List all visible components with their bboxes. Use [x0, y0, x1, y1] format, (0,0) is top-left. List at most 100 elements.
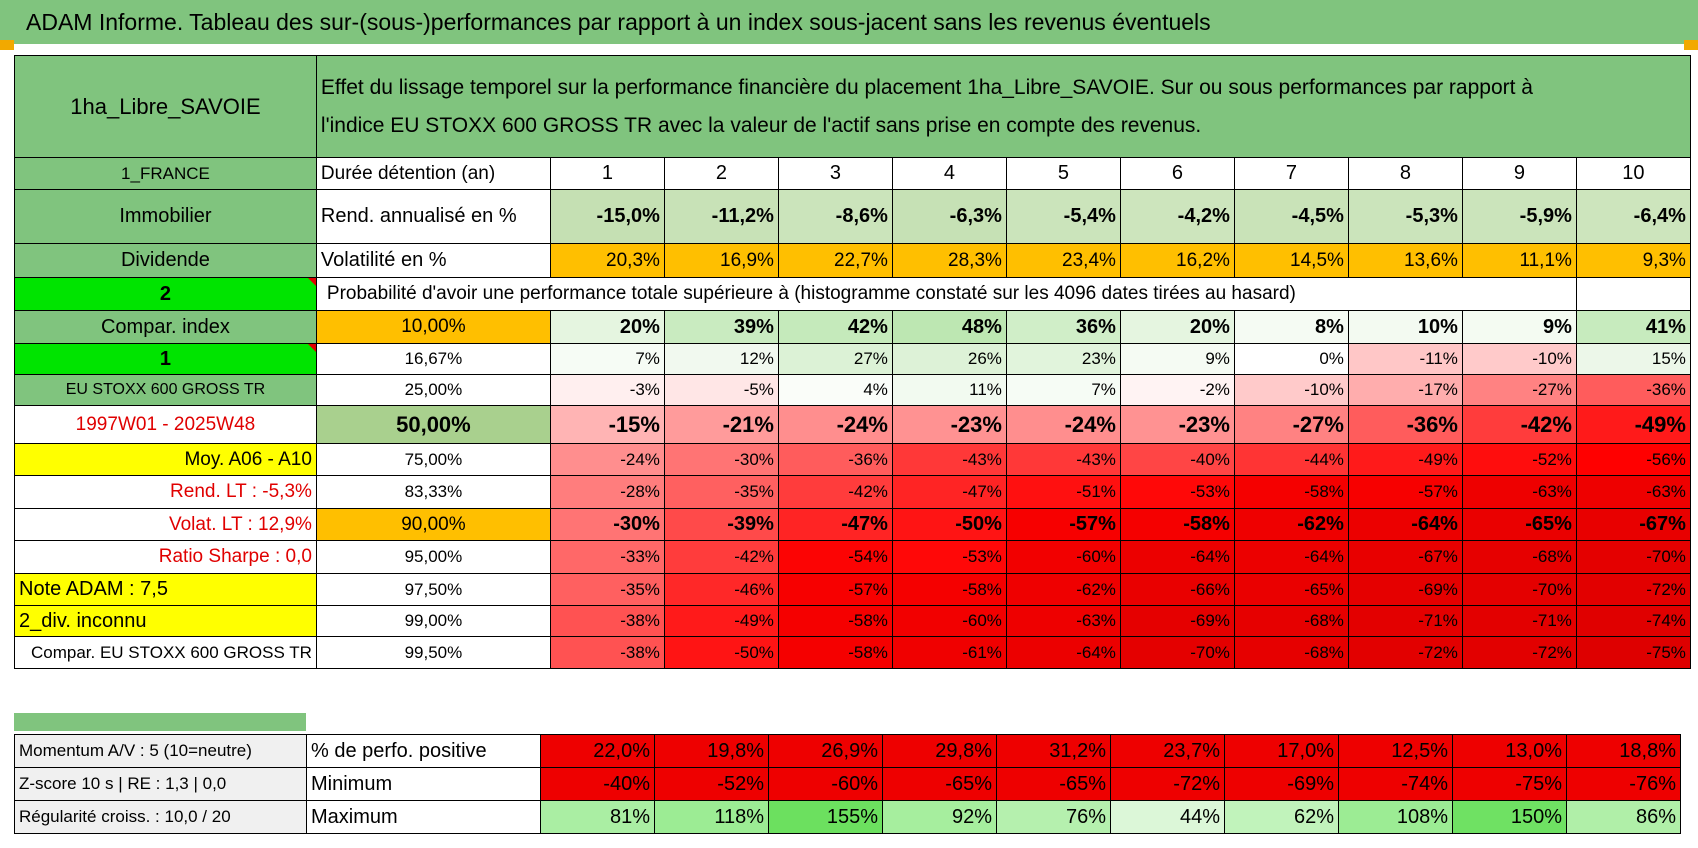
- probability-value: -63%: [1575, 475, 1691, 509]
- probability-value: -49%: [1347, 443, 1463, 476]
- volatility-value: 20,3%: [549, 243, 665, 278]
- compar-index-row: Compar. index 10,00% 20% 39% 42% 48% 36% 20% 8% 1…: [14, 310, 1691, 344]
- probability-value: -40%: [1119, 443, 1235, 476]
- threshold-value: 10,00%: [315, 310, 551, 344]
- probability-value: 11%: [891, 374, 1007, 406]
- probability-value: -70%: [1461, 573, 1577, 606]
- probability-value: -66%: [1119, 573, 1235, 606]
- threshold-value: 95,00%: [315, 540, 551, 574]
- year-header: 6: [1119, 157, 1235, 190]
- probability-value: -75%: [1575, 636, 1691, 669]
- probability-value: -11%: [1347, 343, 1463, 375]
- category-label: Immobilier: [14, 189, 317, 244]
- probability-value: -30%: [549, 508, 665, 541]
- probability-value: -58%: [1233, 475, 1349, 509]
- maximum-label: Maximum: [306, 800, 541, 834]
- left-label: Rend. LT : -5,3%: [14, 475, 317, 509]
- threshold-value: 99,00%: [315, 605, 551, 637]
- return-value: -4,2%: [1119, 189, 1235, 244]
- probability-value: -15%: [549, 405, 665, 444]
- probability-value: 20%: [549, 310, 665, 344]
- compar-row: Compar. EU STOXX 600 GROSS TR 99,50% -38% -…: [14, 636, 1691, 669]
- maximum-value: 155%: [768, 800, 883, 834]
- minimum-value: -75%: [1452, 767, 1567, 801]
- probability-value: -21%: [663, 405, 779, 444]
- positive-value: 18,8%: [1566, 734, 1681, 768]
- probability-value: -57%: [1005, 508, 1121, 541]
- positive-value: 31,2%: [996, 734, 1111, 768]
- probability-value: 15%: [1575, 343, 1691, 375]
- positive-value: 19,8%: [654, 734, 769, 768]
- probability-value: -42%: [663, 540, 779, 574]
- left-label: Moy. A06 - A10: [14, 443, 317, 476]
- left-label: Compar. index: [14, 310, 317, 344]
- probability-value: -27%: [1233, 405, 1349, 444]
- div-row: 2_div. inconnu 99,00% -38% -49% -58% -60% -63%…: [14, 605, 1691, 637]
- probability-value: -2%: [1119, 374, 1235, 406]
- volatility-value: 16,2%: [1119, 243, 1235, 278]
- probability-value: 48%: [891, 310, 1007, 344]
- threshold-value: 25,00%: [315, 374, 551, 406]
- positive-value: 29,8%: [882, 734, 997, 768]
- year-header: 1: [549, 157, 665, 190]
- positive-value: 23,7%: [1110, 734, 1225, 768]
- probability-value: 12%: [663, 343, 779, 375]
- maximum-value: 92%: [882, 800, 997, 834]
- left-label: 1997W01 - 2025W48: [14, 405, 317, 444]
- probability-value: -70%: [1575, 540, 1691, 574]
- year-header: 4: [891, 157, 1007, 190]
- probability-value: -58%: [777, 636, 893, 669]
- probability-value: -54%: [777, 540, 893, 574]
- index-name-row: EU STOXX 600 GROSS TR 25,00% -3% -5% 4% 11% 7%…: [14, 374, 1691, 406]
- probability-value: -39%: [663, 508, 779, 541]
- probability-value: -28%: [549, 475, 665, 509]
- probability-value: 36%: [1005, 310, 1121, 344]
- year-header: 7: [1233, 157, 1349, 190]
- volatility-value: 23,4%: [1005, 243, 1121, 278]
- probability-value: -69%: [1119, 605, 1235, 637]
- probability-value: -38%: [549, 636, 665, 669]
- probability-value: -60%: [891, 605, 1007, 637]
- positive-value: 12,5%: [1338, 734, 1453, 768]
- minimum-row: Z-score 10 s | RE : 1,3 | 0,0 Minimum -40%…: [14, 767, 1681, 801]
- volatility-label: Volatilité en %: [315, 243, 551, 278]
- probability-value: -71%: [1347, 605, 1463, 637]
- sharpe-row: Ratio Sharpe : 0,0 95,00% -33% -42% -54% -53%…: [14, 540, 1691, 574]
- header-row: 1ha_Libre_SAVOIE Effet du lissage tempore…: [14, 55, 1691, 158]
- positive-row: Momentum A/V : 5 (10=neutre)% de perfo. …: [14, 734, 1681, 768]
- minimum-label: Minimum: [306, 767, 541, 801]
- probability-value: -57%: [777, 573, 893, 606]
- probability-value: -42%: [777, 475, 893, 509]
- left-label: Note ADAM : 7,5: [14, 573, 317, 606]
- maximum-value: 44%: [1110, 800, 1225, 834]
- probability-value: 27%: [777, 343, 893, 375]
- threshold-value: 90,00%: [315, 508, 551, 541]
- minimum-value: -69%: [1224, 767, 1339, 801]
- volatility-value: 13,6%: [1347, 243, 1463, 278]
- probability-value: 42%: [777, 310, 893, 344]
- probability-value: -58%: [891, 573, 1007, 606]
- probability-value: -49%: [663, 605, 779, 637]
- probability-value: 10%: [1347, 310, 1463, 344]
- probability-value: -33%: [549, 540, 665, 574]
- probability-value: -43%: [891, 443, 1007, 476]
- probability-title-row: 2 Probabilité d'avoir une performance tot…: [14, 277, 1691, 311]
- rend-lt-row: Rend. LT : -5,3% 83,33% -28% -35% -42% -47% -5…: [14, 475, 1691, 509]
- maximum-value: 118%: [654, 800, 769, 834]
- positive-value: 17,0%: [1224, 734, 1339, 768]
- average-row: Moy. A06 - A10 75,00% -24% -30% -36% -43% -43%…: [14, 443, 1691, 476]
- probability-value: 7%: [1005, 374, 1121, 406]
- period-row: 1997W01 - 2025W48 50,00% -15% -21% -24% -23% -…: [14, 405, 1691, 444]
- volatility-row: Dividende Volatilité en % 20,3% 16,9% 22,7% 2…: [14, 243, 1691, 278]
- country-label: 1_FRANCE: [14, 157, 317, 190]
- probability-value: -36%: [777, 443, 893, 476]
- probability-value: -50%: [891, 508, 1007, 541]
- minimum-value: -65%: [996, 767, 1111, 801]
- probability-value: 39%: [663, 310, 779, 344]
- probability-value: -10%: [1461, 343, 1577, 375]
- left-label: 2_div. inconnu: [14, 605, 317, 637]
- minimum-value: -76%: [1566, 767, 1681, 801]
- spacer-green-bar: [14, 713, 306, 731]
- returns-row: Immobilier Rend. annualisé en % -15,0% -11,…: [14, 189, 1691, 244]
- threshold-value: 97,50%: [315, 573, 551, 606]
